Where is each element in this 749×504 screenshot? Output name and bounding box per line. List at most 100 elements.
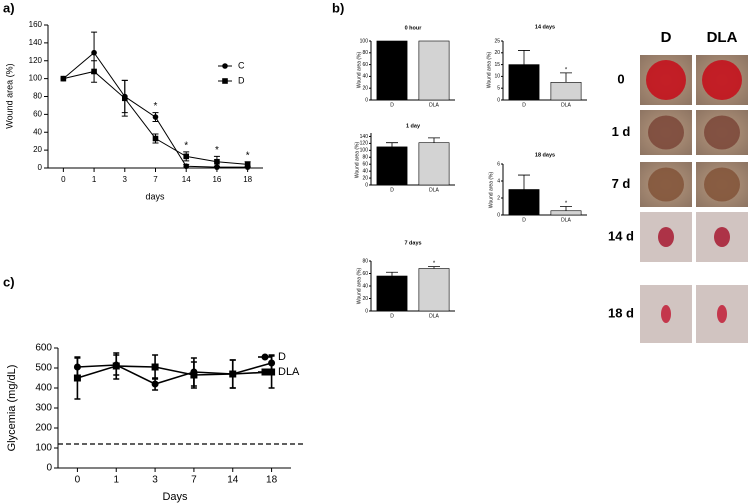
column-label: D (661, 29, 672, 46)
error-bar (560, 72, 572, 83)
data-point (244, 161, 251, 168)
y-tick-label: 25 (494, 38, 500, 44)
x-tick-label: 7 (191, 475, 197, 486)
y-tick-label: 20 (362, 86, 368, 92)
data-point (151, 380, 159, 388)
y-tick-label: 100 (29, 74, 43, 83)
row-label: 1 d (612, 124, 631, 139)
bar (418, 268, 450, 312)
y-tick-label: 60 (362, 62, 368, 68)
y-tick-label: 80 (362, 50, 368, 56)
x-tick-label: 14 (227, 475, 239, 486)
x-tick-label: 0 (75, 475, 81, 486)
y-tick-label: 6 (497, 161, 500, 167)
y-tick-label: 0 (38, 163, 43, 172)
y-tick-label: 10 (494, 74, 500, 80)
y-tick-label: 40 (362, 74, 368, 80)
data-point (112, 362, 120, 370)
y-tick-label: 40 (362, 283, 368, 289)
y-tick-label: 60 (362, 271, 368, 277)
bar (376, 40, 408, 101)
data-point (73, 374, 81, 382)
significance: * (565, 201, 568, 207)
panel-label: a) (3, 0, 15, 15)
y-axis-label: Glycemia (mg/dL) (6, 365, 18, 452)
legend-marker (261, 368, 269, 376)
y-tick-label: 100 (35, 443, 52, 454)
legend-label: D (278, 351, 286, 363)
x-tick-label: D (390, 313, 394, 319)
y-axis-label: Wound area (%) (356, 52, 362, 89)
wound (717, 305, 727, 323)
series-line (77, 365, 272, 379)
significance: * (433, 261, 436, 267)
y-tick-label: 15 (494, 62, 500, 68)
data-point (60, 75, 67, 82)
data-point (152, 135, 159, 142)
y-tick-label: 0 (365, 308, 368, 314)
error-bar (560, 206, 572, 211)
wound (648, 115, 684, 150)
x-tick-label: 7 (153, 175, 158, 184)
y-tick-label: 5 (497, 86, 500, 92)
bar (508, 189, 540, 216)
significance: * (565, 67, 568, 73)
data-point (229, 370, 237, 378)
y-tick-label: 140 (360, 134, 369, 140)
x-tick-label: DLA (561, 102, 571, 108)
chart-title: 1 day (406, 123, 421, 129)
y-axis-label: Wound area (%) (488, 172, 494, 209)
data-point (183, 153, 190, 160)
wound (648, 167, 684, 202)
significance: * (154, 101, 158, 112)
row-label: 7 d (612, 176, 631, 191)
panel-label: b) (332, 0, 344, 15)
x-tick-label: D (522, 102, 526, 108)
x-tick-label: 0 (61, 175, 66, 184)
y-tick-label: 0 (46, 463, 52, 474)
y-tick-label: 80 (362, 155, 368, 161)
y-axis-label: Wound area (%) (356, 268, 362, 305)
error-bar (518, 50, 530, 65)
x-tick-label: D (390, 187, 394, 193)
legend-marker (222, 63, 228, 69)
row-label: 14 d (608, 228, 634, 243)
legend-label: DLA (278, 366, 300, 378)
y-axis-label: Wound area (%) (4, 63, 14, 128)
chart-title: 7 days (404, 240, 421, 246)
series-line (77, 362, 272, 385)
x-tick-label: 1 (92, 175, 97, 184)
x-tick-label: 1 (113, 475, 119, 486)
legend-marker (261, 353, 269, 361)
data-point (214, 158, 220, 165)
y-tick-label: 500 (35, 363, 52, 374)
y-tick-label: 160 (29, 20, 43, 29)
error-bar (386, 142, 398, 147)
y-tick-label: 0 (365, 97, 368, 103)
data-point (91, 49, 97, 56)
y-tick-label: 120 (29, 56, 43, 65)
legend-marker (222, 78, 228, 84)
y-tick-label: 80 (362, 258, 368, 264)
x-tick-label: DLA (429, 187, 439, 193)
bar (376, 275, 408, 312)
y-tick-label: 200 (35, 423, 52, 434)
chart-title: 0 hour (405, 25, 423, 31)
panel-label: c) (3, 274, 15, 289)
y-tick-label: 600 (35, 343, 52, 354)
y-axis-label: Wound area (%) (354, 142, 360, 179)
data-point (183, 163, 190, 170)
y-tick-label: 140 (29, 38, 43, 47)
x-tick-label: 3 (152, 475, 158, 486)
x-tick-label: D (390, 102, 394, 108)
bar (418, 40, 450, 101)
y-axis-label: Wound area (%) (486, 52, 492, 89)
wound (704, 167, 740, 202)
data-point (151, 363, 159, 371)
bar (376, 146, 408, 186)
error-bar (428, 137, 440, 143)
data-point (190, 371, 198, 379)
x-tick-label: DLA (429, 313, 439, 319)
y-tick-label: 20 (362, 175, 368, 181)
